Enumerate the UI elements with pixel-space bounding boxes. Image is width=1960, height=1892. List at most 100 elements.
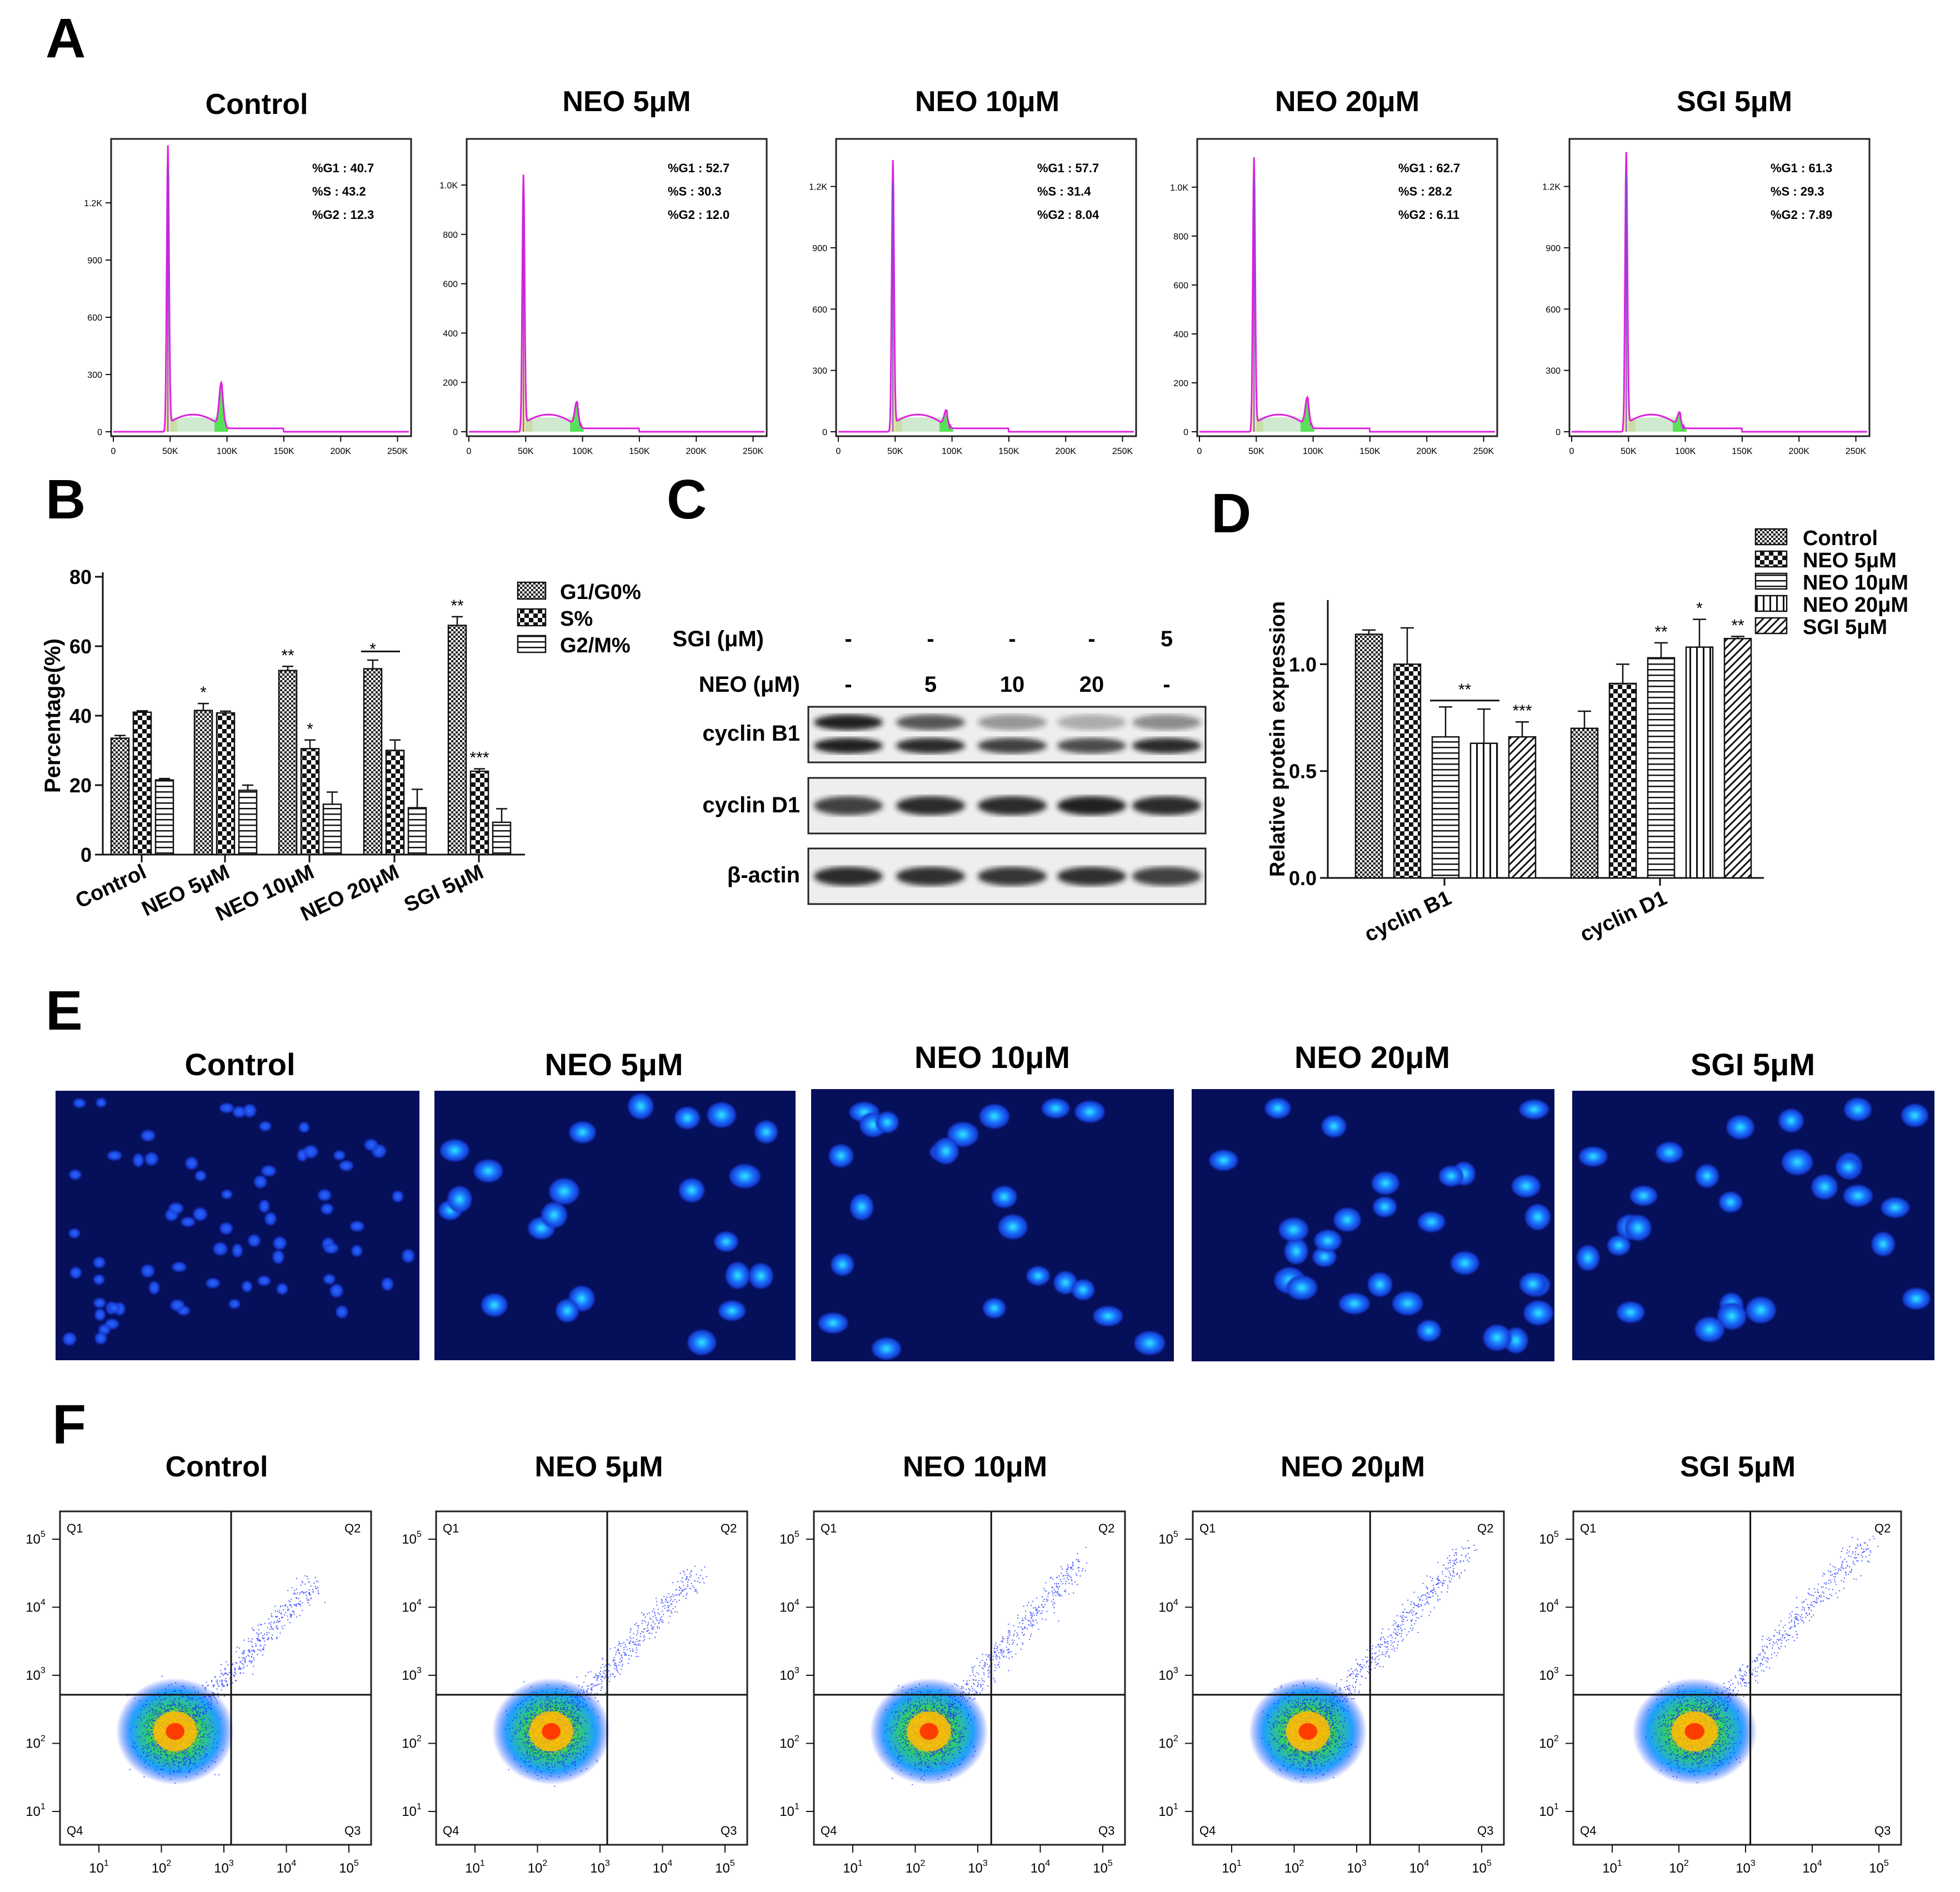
- nucleus: [1630, 1186, 1657, 1206]
- dot-plot-frame: [813, 1510, 1126, 1846]
- nucleus: [714, 1231, 738, 1252]
- nucleus: [1624, 1215, 1652, 1241]
- sgi-lane-value: -: [927, 627, 934, 651]
- nucleus: [257, 1276, 271, 1286]
- x-tick-exponent: 4: [667, 1859, 672, 1868]
- y-tick-label: 1.2K: [1542, 183, 1561, 192]
- blot-band: [1057, 867, 1126, 886]
- significance-mark: **: [451, 597, 464, 615]
- x-tick-label: cyclin B1: [1361, 886, 1455, 947]
- blot-band: [1057, 738, 1126, 753]
- bar: [385, 750, 405, 856]
- sgi-row-label: SGI (μM): [673, 627, 764, 651]
- s-phase-area: [526, 417, 574, 432]
- y-tick-exponent: 3: [1173, 1666, 1178, 1675]
- nucleus: [324, 1243, 339, 1254]
- nucleus: [1579, 1146, 1608, 1167]
- nucleus: [185, 1157, 198, 1170]
- significance-mark: **: [1654, 623, 1668, 641]
- x-tick-exponent: 5: [1884, 1859, 1889, 1868]
- x-tick-label: 50K: [1621, 447, 1637, 456]
- density-max: [542, 1723, 561, 1740]
- neo-lane-value: 20: [1079, 672, 1104, 697]
- bar: [1508, 736, 1537, 879]
- nucleus: [726, 1262, 750, 1289]
- y-tick-label: 101: [779, 1802, 799, 1819]
- y-tick-label: 900: [812, 244, 827, 253]
- quadrant-label: Q1: [443, 1521, 459, 1535]
- sgi-lane-value: -: [1008, 627, 1016, 651]
- blot-images: [807, 706, 1207, 905]
- y-tick-exponent: 4: [794, 1598, 799, 1608]
- nucleus: [828, 1144, 853, 1167]
- nucleus: [1483, 1325, 1511, 1351]
- nucleus: [569, 1121, 596, 1143]
- nucleus: [998, 1214, 1028, 1240]
- quadrant-label: Q4: [67, 1824, 83, 1838]
- blot-band: [1132, 738, 1201, 753]
- significance-mark: *: [200, 683, 207, 702]
- neo-row-label: NEO (μM): [699, 672, 800, 697]
- quadrant-label: Q2: [344, 1521, 361, 1535]
- nucleus: [983, 1298, 1006, 1319]
- nucleus: [69, 1170, 82, 1180]
- y-tick-label: 0.5: [1289, 760, 1317, 783]
- nucleus: [141, 1265, 154, 1277]
- y-tick-exponent: 5: [1173, 1530, 1178, 1539]
- x-tick-label: 105: [1869, 1859, 1889, 1876]
- x-tick-label: SGI 5μM: [401, 860, 487, 917]
- legend-swatch: [1754, 550, 1788, 568]
- dot-plot-title: NEO 20μM: [1281, 1451, 1425, 1483]
- nucleus: [1525, 1204, 1551, 1230]
- nucleus: [549, 1178, 579, 1205]
- nucleus: [992, 1186, 1017, 1208]
- nucleus: [364, 1139, 378, 1151]
- stat-label: %S : 29.3: [1771, 184, 1824, 198]
- quadrant-label: Q3: [1874, 1824, 1891, 1838]
- y-tick-label: 101: [402, 1802, 422, 1819]
- x-tick-label: 0: [467, 447, 472, 456]
- bar: [278, 670, 298, 856]
- y-tick-label: 80: [69, 566, 92, 588]
- y-tick-exponent: 1: [41, 1802, 46, 1811]
- nucleus: [1717, 1302, 1747, 1330]
- y-tick-label: 0.0: [1289, 867, 1317, 890]
- blot-band: [814, 796, 883, 815]
- nucleus: [229, 1299, 241, 1309]
- y-tick-label: 102: [1539, 1734, 1559, 1751]
- nucleus: [219, 1222, 233, 1235]
- y-tick-label: 103: [402, 1666, 422, 1683]
- western-blot: SGI (μM) NEO (μM) cyclin B1 cyclin D1 β-…: [673, 627, 1207, 905]
- x-tick-label: 100K: [217, 447, 238, 456]
- y-tick-label: 0: [453, 428, 458, 437]
- nucleus: [1782, 1149, 1813, 1175]
- x-tick-label: 0: [1569, 447, 1574, 456]
- nucleus: [1836, 1156, 1861, 1178]
- nucleus: [707, 1102, 736, 1128]
- y-tick-exponent: 4: [417, 1598, 422, 1608]
- nucleus: [1523, 1300, 1553, 1325]
- x-tick-label: 250K: [1473, 447, 1494, 456]
- histogram-curve: [113, 145, 409, 433]
- x-tick-exponent: 3: [605, 1859, 610, 1868]
- nucleus: [351, 1245, 362, 1257]
- histogram-frame: [110, 138, 412, 437]
- dot-plot-background: [60, 1511, 371, 1845]
- neo-lane-value: 5: [924, 672, 937, 697]
- legend-swatch: [1754, 528, 1788, 546]
- nucleus: [1314, 1230, 1342, 1252]
- nucleus: [73, 1099, 86, 1108]
- nucleus: [98, 1324, 111, 1335]
- neo-lane-value: -: [844, 672, 852, 697]
- x-tick-label: 200K: [686, 447, 707, 456]
- dot-plot-background: [1193, 1511, 1504, 1845]
- x-tick-exponent: 3: [983, 1859, 988, 1868]
- x-tick-exponent: 1: [1237, 1859, 1242, 1868]
- y-tick-label: 101: [1158, 1802, 1178, 1819]
- nucleus: [339, 1161, 353, 1171]
- y-tick-label: 101: [1539, 1802, 1559, 1819]
- neo-lane-value: 10: [1000, 672, 1025, 697]
- bar: [110, 737, 130, 856]
- histogram-curve: [469, 174, 764, 433]
